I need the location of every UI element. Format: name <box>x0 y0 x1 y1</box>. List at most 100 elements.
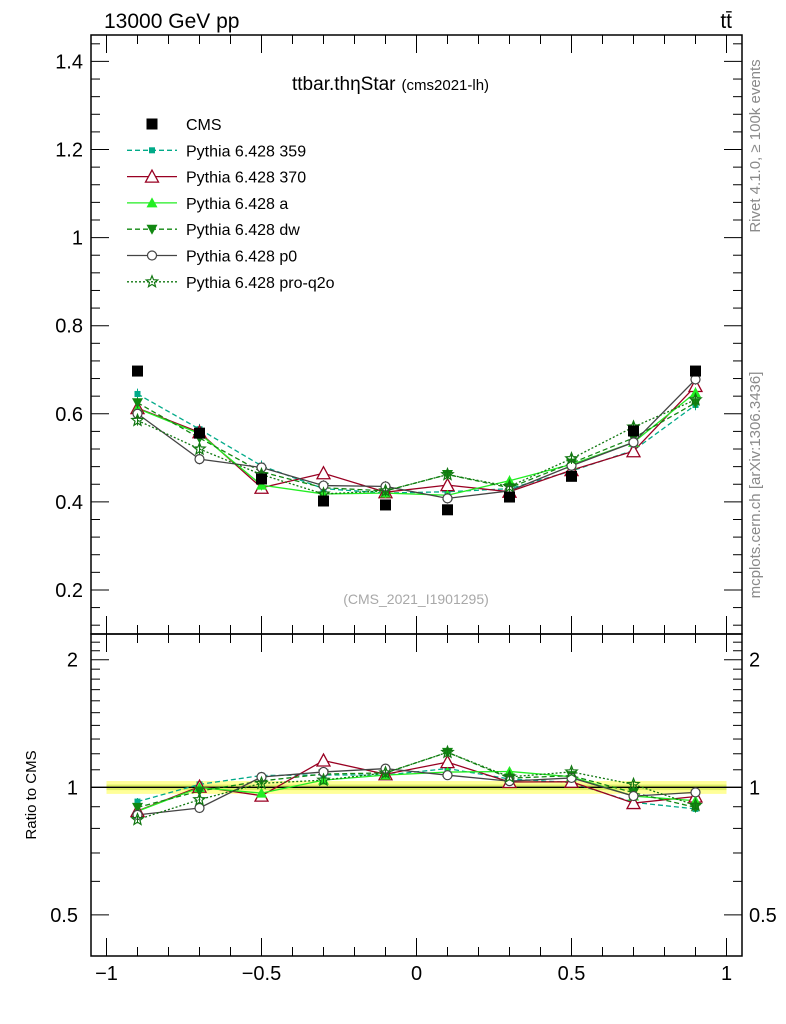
y-tick-label: 1.4 <box>55 51 83 73</box>
series-point-ratio <box>690 787 701 798</box>
series-point-ratio <box>192 792 207 806</box>
series-point-ratio <box>378 765 393 780</box>
mcplots-label: mcplots.cern.ch [arXiv:1306.3436] <box>747 372 764 599</box>
cms-data-point <box>194 427 205 439</box>
series-line-main <box>137 402 696 492</box>
series-line-ratio <box>137 767 696 816</box>
series-point-ratio <box>256 787 267 798</box>
legend-marker <box>146 197 158 208</box>
series-line-main <box>137 378 696 499</box>
legend-label: CMS <box>186 117 222 134</box>
legend-marker <box>144 274 160 288</box>
process-label: tt̄ <box>720 10 732 33</box>
legend-marker <box>146 250 158 261</box>
legend-label: Pythia 6.428 p0 <box>186 249 297 266</box>
ratio-ylabel: Ratio to CMS <box>23 750 40 839</box>
ratio-tick-label-right: 0.5 <box>749 905 777 927</box>
series-point-ratio <box>134 798 141 805</box>
series-point-main <box>315 465 332 480</box>
rivet-version-label: Rivet 4.1.0, ≥ 100k events <box>747 59 764 232</box>
series-point-ratio <box>625 795 642 810</box>
axis-ticks: −1 −0.5 0 0.5 1 0.2 0.4 0.6 0.8 1 1.2 1.4 0.5 0.5 1 1 2 2 <box>50 35 777 985</box>
series-point-main <box>564 451 579 465</box>
series-point-ratio <box>626 776 641 791</box>
legend-marker <box>144 168 160 183</box>
ratio-tick-label-right: 1 <box>749 777 760 799</box>
cms-data-point <box>256 473 267 485</box>
x-tick-label: 0.5 <box>558 963 586 985</box>
legend-label: Pythia 6.428 a <box>186 196 288 213</box>
series-point-main <box>130 412 145 427</box>
series-point-ratio <box>194 786 205 797</box>
y-tick-label: 1.2 <box>55 140 83 162</box>
legend-label: Pythia 6.428 359 <box>186 143 306 160</box>
cms-data-point <box>690 365 701 377</box>
x-tick-label: −0.5 <box>242 963 281 985</box>
analysis-label: (CMS_2021_I1901295) <box>343 591 489 607</box>
series-point-main <box>132 398 143 409</box>
series-point-ratio <box>318 766 329 778</box>
series-line-ratio <box>137 751 696 821</box>
x-tick-label: −1 <box>95 963 118 985</box>
y-tick-label: 0.4 <box>55 492 83 514</box>
ratio-tick-label: 2 <box>67 650 78 672</box>
series-line-main <box>137 393 696 494</box>
series-point-main <box>134 390 141 397</box>
legend-marker <box>146 224 158 235</box>
ratio-tick-label: 1 <box>67 777 78 799</box>
cms-data-point <box>442 504 453 516</box>
legend-label: Pythia 6.428 pro-q2o <box>186 275 335 292</box>
legend-marker <box>149 147 155 154</box>
ratio-tick-label-right: 2 <box>749 650 760 672</box>
series-point-main <box>256 479 267 490</box>
y-tick-label: 0.8 <box>55 316 83 338</box>
series-point-ratio <box>442 770 453 781</box>
series-point-ratio <box>628 790 639 802</box>
series-point-ratio <box>254 775 269 790</box>
series-point-main <box>442 493 453 504</box>
cms-data-point <box>380 499 391 511</box>
series-line-main <box>137 385 696 493</box>
cms-data-point <box>318 495 329 507</box>
series-point-main <box>628 437 639 448</box>
plot-title: ttbar.thηStar (cms2021-lh) <box>292 74 489 95</box>
series-line-main <box>137 399 696 495</box>
legend-label: Pythia 6.428 370 <box>186 170 306 187</box>
cms-data-point <box>132 365 143 377</box>
series-lines <box>137 378 696 821</box>
cms-data-point <box>628 425 639 437</box>
series-point-main <box>439 477 456 492</box>
series-point-ratio <box>564 764 579 779</box>
x-tick-label: 0 <box>411 963 422 985</box>
series-point-ratio <box>502 769 517 784</box>
series-point-ratio <box>315 752 332 767</box>
series-point-main <box>194 454 205 465</box>
legend-label: Pythia 6.428 dw <box>186 222 300 239</box>
x-tick-label: 1 <box>721 963 732 985</box>
series-point-ratio <box>194 802 205 814</box>
series-point-ratio <box>130 811 145 826</box>
series-point-main <box>688 392 703 406</box>
cms-data-points <box>132 365 701 516</box>
series-point-ratio <box>688 797 703 812</box>
series-point-main <box>192 441 207 456</box>
energy-label: 13000 GeV pp <box>104 10 239 33</box>
ratio-tick-label: 0.5 <box>50 905 78 927</box>
series-point-ratio <box>316 772 331 787</box>
y-tick-label: 0.2 <box>55 580 83 602</box>
series-point-main <box>440 466 455 481</box>
series-point-ratio <box>440 744 455 759</box>
y-tick-label: 0.6 <box>55 404 83 426</box>
series-point-main <box>625 443 642 458</box>
legend: CMS Pythia 6.428 359 Pythia 6.428 370 Pythi… <box>127 117 335 292</box>
cms-data-point <box>566 470 577 482</box>
cms-data-point <box>504 491 515 503</box>
series-line-main <box>137 392 696 496</box>
legend-marker <box>146 118 158 130</box>
series-point-ratio <box>132 802 143 813</box>
y-tick-label: 1 <box>72 228 83 250</box>
series-line-ratio <box>137 751 696 809</box>
series-point-main <box>502 478 517 493</box>
series-point-main <box>378 483 393 498</box>
